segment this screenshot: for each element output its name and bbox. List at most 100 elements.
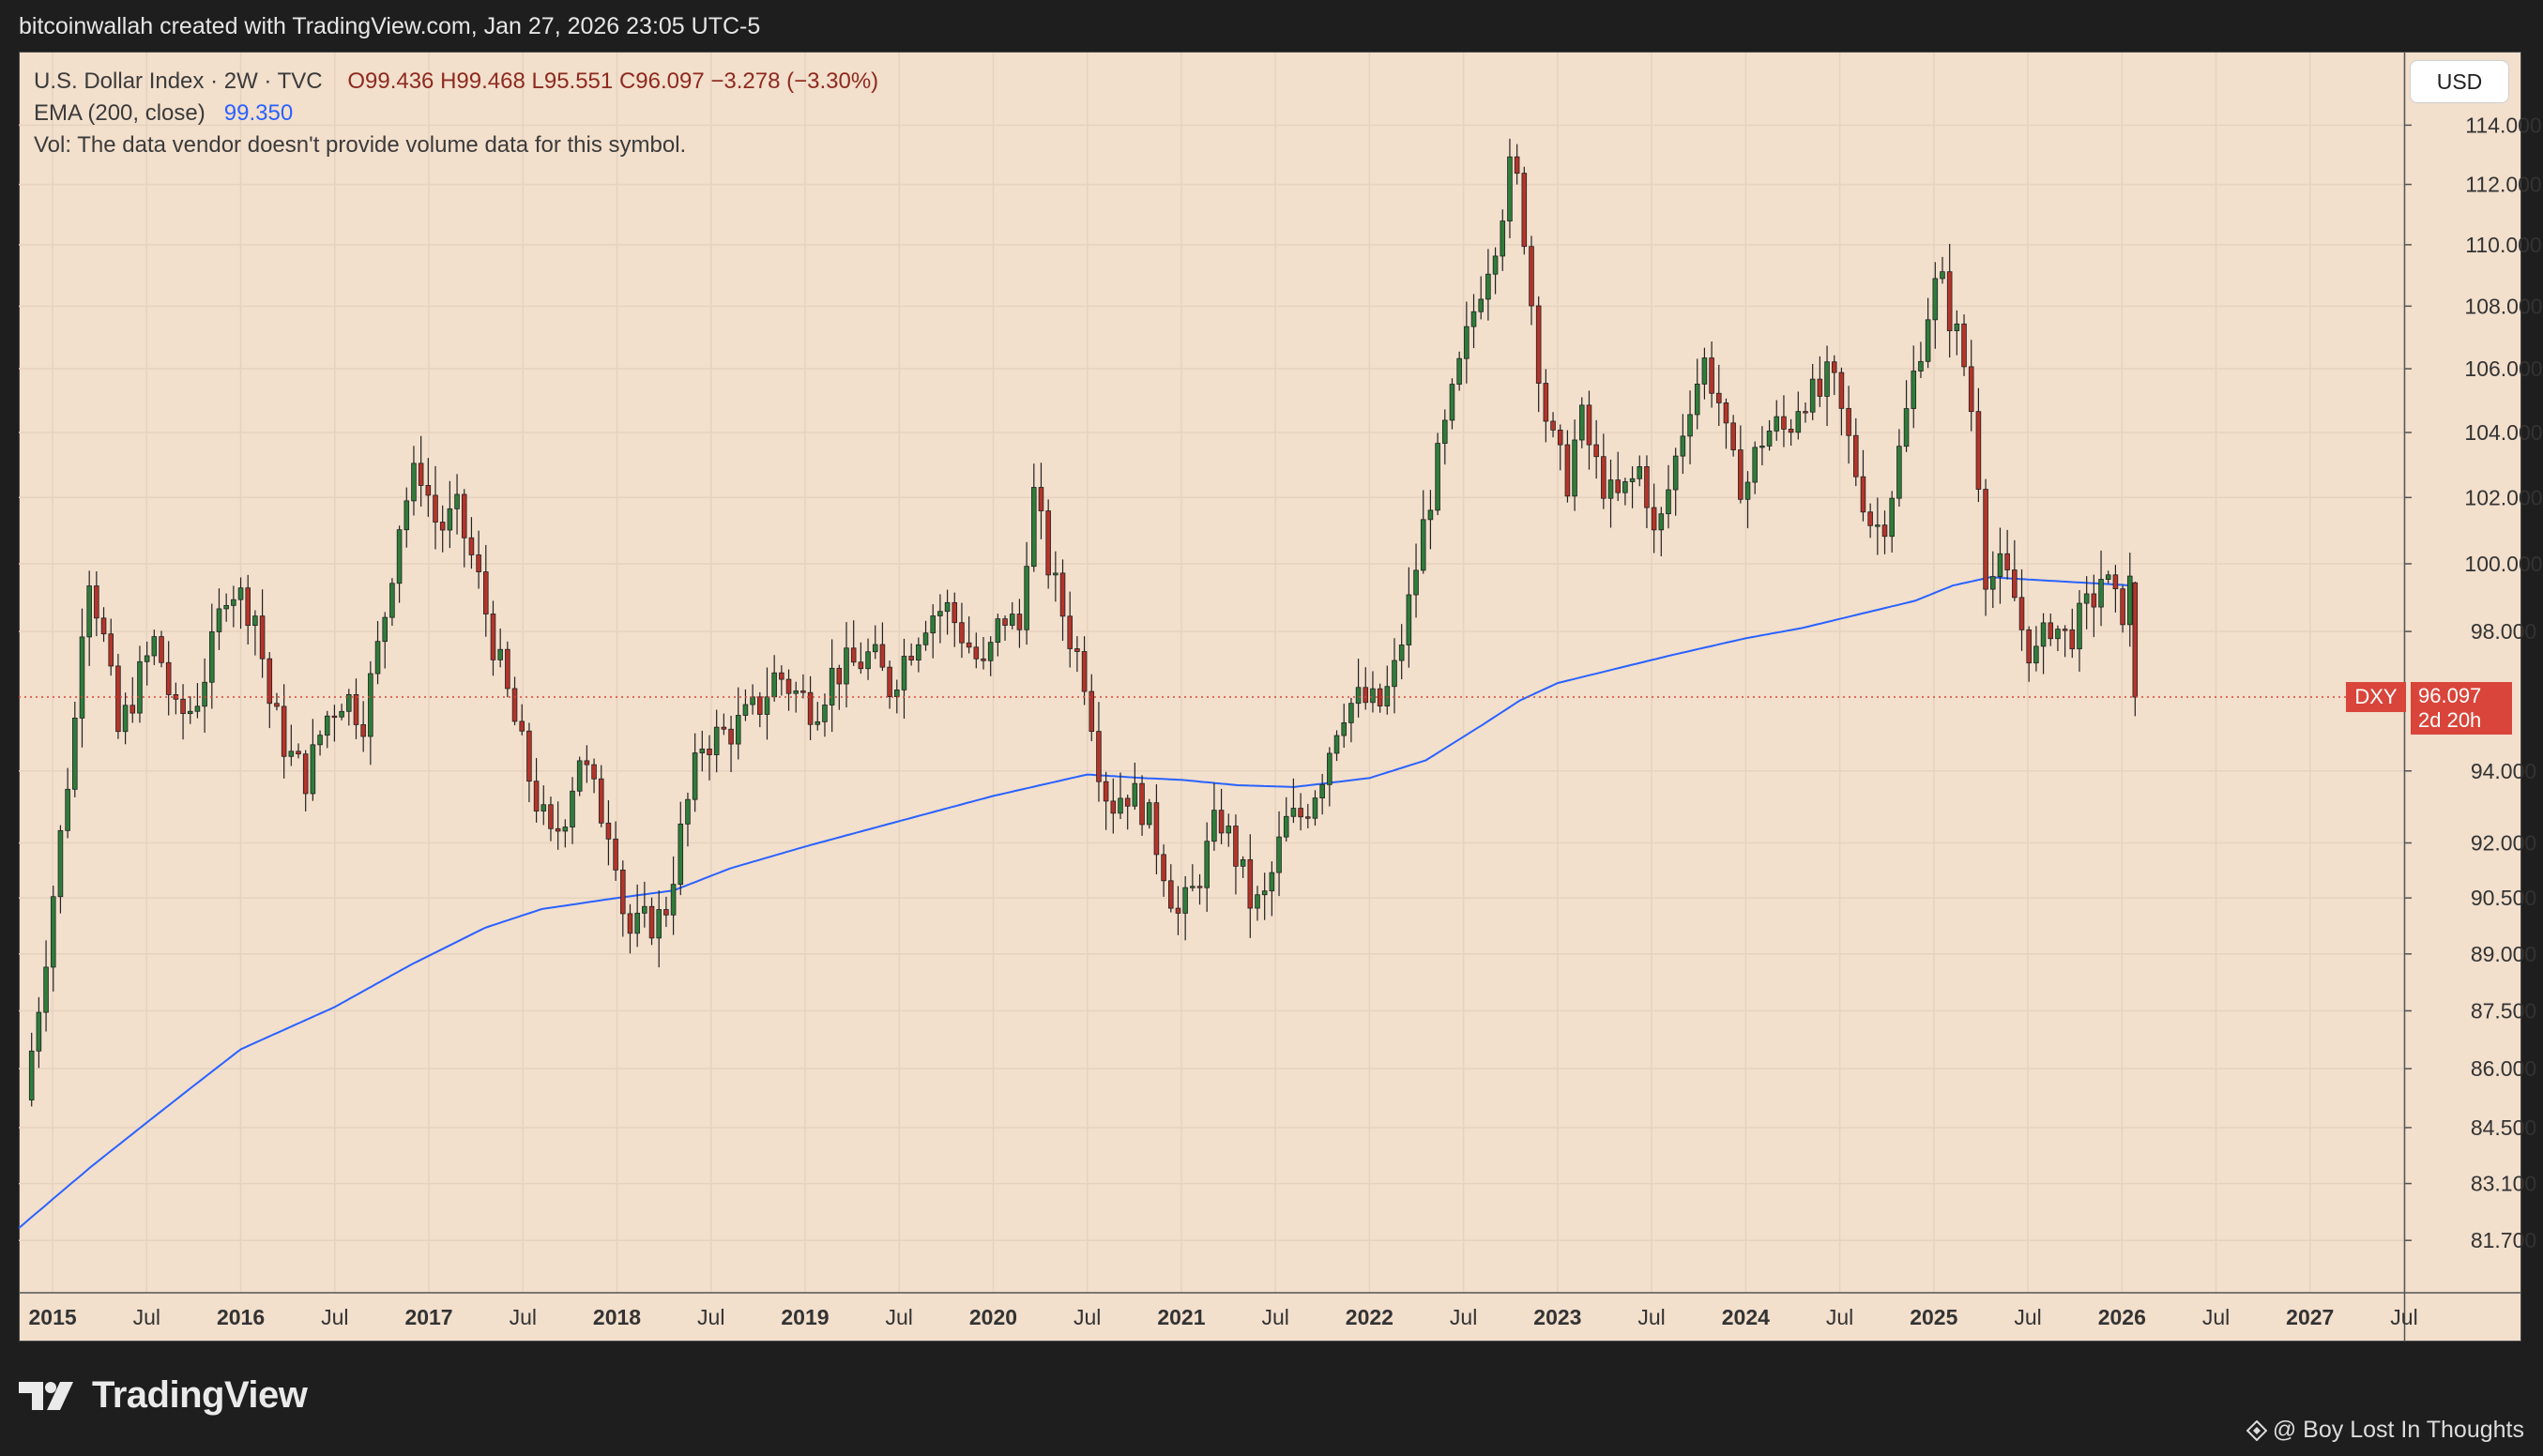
candle-body xyxy=(36,1011,42,1052)
currency-button[interactable]: USD xyxy=(2410,60,2509,103)
candle-body xyxy=(541,804,547,811)
candle-body xyxy=(302,753,309,795)
candle xyxy=(209,603,215,709)
legend-close: C96.097 xyxy=(618,68,705,94)
credit-text: @ Boy Lost In Thoughts xyxy=(2272,1417,2524,1443)
candle xyxy=(1370,671,1376,713)
candle-body xyxy=(922,632,929,645)
candle xyxy=(1406,567,1412,668)
legend-symbol[interactable]: U.S. Dollar Index · 2W · TVC xyxy=(34,68,323,94)
candle xyxy=(1795,391,1802,440)
candle-body xyxy=(1759,446,1765,448)
legend-ema-row[interactable]: EMA (200, close) 99.350 xyxy=(34,98,878,129)
candle-body xyxy=(288,751,295,757)
candle-body xyxy=(1940,271,1945,280)
candle xyxy=(656,890,662,968)
candle xyxy=(1514,144,1520,185)
candle-body xyxy=(2004,553,2010,570)
candle-body xyxy=(2105,574,2111,580)
candle xyxy=(2048,614,2054,646)
candle xyxy=(1067,591,1073,668)
candle-body xyxy=(1478,298,1484,312)
candle-body xyxy=(1406,594,1412,645)
candle-body xyxy=(1911,371,1917,409)
candle xyxy=(1190,864,1195,892)
candle xyxy=(670,856,677,935)
candle-body xyxy=(1557,430,1563,446)
candle-body xyxy=(894,690,900,697)
candle xyxy=(2055,625,2061,652)
candle xyxy=(1781,395,1787,447)
candle xyxy=(1053,551,1058,602)
tradingview-logo[interactable]: TradingView xyxy=(19,1374,308,1417)
candle-body xyxy=(1809,378,1816,413)
candle-body xyxy=(94,585,99,619)
candle-body xyxy=(742,704,749,716)
candle xyxy=(57,825,64,914)
candle-body xyxy=(1629,478,1636,482)
candle xyxy=(937,594,943,644)
candle xyxy=(447,480,453,549)
candle xyxy=(1312,790,1318,827)
candle xyxy=(1881,510,1888,554)
candle xyxy=(1521,166,1528,255)
candle-body xyxy=(562,827,569,832)
candle xyxy=(1738,425,1744,504)
candle-body xyxy=(339,710,344,718)
x-tick-label: Jul xyxy=(697,1305,724,1329)
candle-body xyxy=(389,583,395,618)
legend-low: L95.551 xyxy=(531,68,614,94)
candle-body xyxy=(1529,246,1534,307)
candle xyxy=(815,702,821,731)
candle xyxy=(901,638,907,720)
candle-body xyxy=(266,658,273,705)
candle xyxy=(800,674,806,699)
candle xyxy=(829,639,835,733)
candle xyxy=(1261,872,1268,920)
candle-body xyxy=(1045,510,1051,576)
candle-body xyxy=(973,646,980,660)
candle-body xyxy=(1607,479,1614,499)
candle-body xyxy=(1896,446,1902,499)
candle xyxy=(2012,539,2018,601)
x-tick-label: Jul xyxy=(886,1305,913,1329)
candle-body xyxy=(187,710,193,715)
candle-body xyxy=(72,717,78,790)
candle-body xyxy=(86,585,92,638)
candle xyxy=(1139,775,1145,836)
candle-body xyxy=(497,648,503,660)
candle-body xyxy=(1680,435,1686,457)
candle xyxy=(1449,378,1455,430)
candle-body xyxy=(829,667,835,705)
candle xyxy=(1002,615,1008,641)
candle-body xyxy=(1651,507,1657,531)
candle xyxy=(281,684,287,779)
candle xyxy=(439,505,446,553)
candle xyxy=(1110,778,1117,834)
candle-body xyxy=(548,804,554,829)
candle-body xyxy=(1139,782,1145,826)
candle-body xyxy=(1089,690,1095,733)
candle xyxy=(310,719,316,801)
candle xyxy=(1666,464,1671,529)
candle-body xyxy=(1738,449,1744,500)
candle xyxy=(1831,355,1837,396)
candle xyxy=(1940,256,1945,284)
x-tick-label: 2016 xyxy=(217,1305,265,1329)
candle-body xyxy=(1175,907,1181,914)
candle xyxy=(916,637,921,673)
candle xyxy=(1543,369,1549,443)
candle-body xyxy=(202,681,207,707)
candle xyxy=(1896,429,1902,508)
candle-body xyxy=(259,615,266,660)
candle-body xyxy=(1355,687,1362,705)
candle xyxy=(1975,387,1982,503)
candle-body xyxy=(1975,411,1982,490)
candle xyxy=(533,758,540,823)
candle-body xyxy=(822,705,828,722)
candle xyxy=(713,709,720,773)
candle xyxy=(511,676,518,726)
candle xyxy=(598,765,604,827)
candle xyxy=(86,570,92,666)
